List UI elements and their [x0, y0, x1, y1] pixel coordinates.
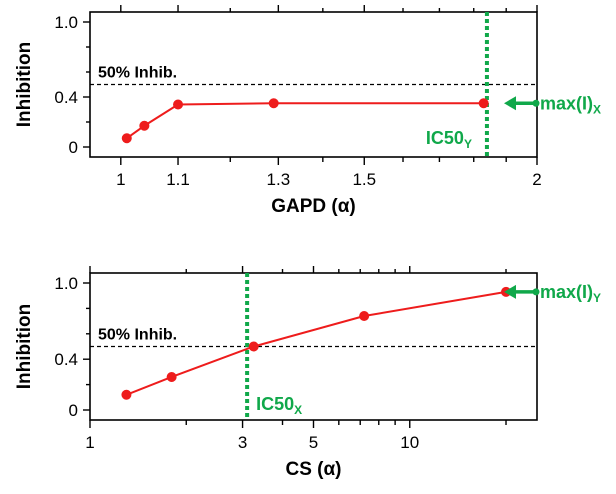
x-axis-label: GAPD (α) [271, 196, 356, 217]
ic50-label: IC50X [256, 394, 302, 417]
y-tick-label: 0 [69, 401, 78, 420]
data-point [248, 341, 259, 352]
data-point [121, 133, 132, 144]
max-label: max(I)Y [540, 282, 601, 305]
max-arrow-head [504, 284, 516, 299]
ic50-label-subscript: Y [464, 137, 472, 151]
fifty-percent-label: 50% Inhib. [98, 327, 177, 344]
max-label-subscript: X [593, 102, 601, 116]
y-axis-label: Inhibition [14, 304, 35, 389]
ic50-label-main: IC50 [426, 128, 464, 148]
max-label-subscript: Y [593, 291, 601, 305]
x-tick-label: 5 [309, 433, 318, 452]
data-point [173, 99, 184, 110]
x-tick-label: 1 [116, 170, 125, 189]
y-tick-label: 0 [69, 138, 78, 157]
data-point [478, 98, 489, 109]
data-point [121, 389, 132, 400]
y-tick-label: 1.0 [54, 13, 78, 32]
data-point [139, 120, 150, 131]
chart-gapd: 00.41.01 1.1 1.3 1.5 250% Inhib.IC50Ymax(I)X… [14, 5, 601, 217]
max-label: max(I)X [540, 93, 601, 116]
y-axis-label: Inhibition [14, 42, 35, 127]
x-tick-label: 1.5 [352, 170, 376, 189]
y-tick-label: 0.4 [54, 350, 78, 369]
max-label-main: max(I) [540, 282, 593, 302]
max-arrow-head [504, 96, 516, 111]
max-arrow-tail [532, 99, 540, 107]
x-tick-label: 3 [238, 433, 247, 452]
data-point [166, 371, 177, 382]
ic50-label-main: IC50 [256, 394, 294, 414]
x-tick-label: 1.1 [166, 170, 190, 189]
x-tick-label: 1 [85, 433, 94, 452]
ic50-label: IC50Y [426, 128, 472, 151]
fifty-percent-label: 50% Inhib. [98, 65, 177, 82]
ic50-label-subscript: X [294, 403, 302, 417]
y-tick-label: 0.4 [54, 88, 78, 107]
series-line [126, 290, 507, 396]
max-arrow-tail [532, 288, 540, 296]
x-axis-label: CS (α) [285, 459, 341, 480]
data-point [268, 98, 279, 109]
x-tick-label: 1.3 [267, 170, 291, 189]
x-tick-label: 10 [400, 433, 419, 452]
y-tick-label: 1.0 [54, 274, 78, 293]
data-point [359, 311, 370, 322]
max-label-main: max(I) [540, 93, 593, 113]
x-tick-label: 2 [532, 170, 541, 189]
